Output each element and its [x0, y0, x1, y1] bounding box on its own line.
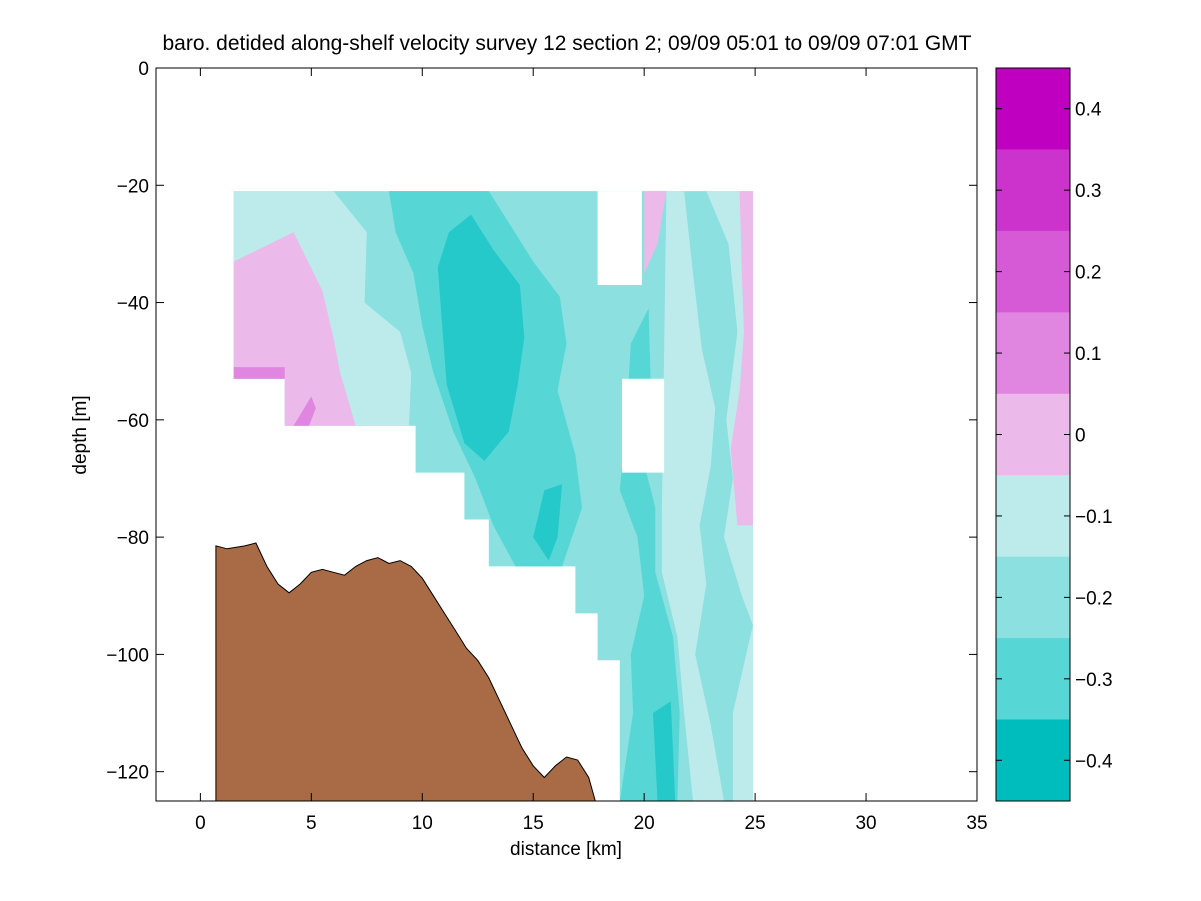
x-tick-label: 30	[855, 813, 876, 834]
x-tick-label: 5	[306, 813, 317, 834]
contour-region-east-pink	[730, 191, 753, 526]
y-tick-label: −120	[106, 763, 149, 784]
mask-gap-mid	[622, 378, 665, 473]
colorbar: 0.4 0.3 0.2 0.1 0 −0.1 −0.2 −0.3 −0.4	[995, 67, 1113, 802]
x-tick-label: 35	[966, 813, 987, 834]
y-axis-label: depth [m]	[70, 395, 91, 474]
y-tick-label: −60	[117, 411, 149, 432]
contour-region-east-core-deep	[653, 701, 676, 801]
mask-gap-top	[597, 191, 642, 285]
y-axis-ticks: 0 −20 −40 −60 −80 −100 −120	[106, 59, 977, 784]
x-tick-label: 15	[523, 813, 544, 834]
y-tick-label: 0	[138, 59, 149, 80]
chart-title: baro. detided along-shelf velocity surve…	[162, 32, 971, 55]
colorbar-swatch	[996, 68, 1070, 150]
seafloor-bathymetry	[215, 542, 596, 801]
contour-regions	[233, 191, 753, 801]
colorbar-tick-label: −0.2	[1075, 588, 1113, 609]
contour-region-west-deep	[437, 214, 525, 461]
contour-region-east-pale	[661, 191, 724, 801]
colorbar-swatch-bottom	[996, 719, 1070, 801]
x-tick-label: 0	[195, 813, 206, 834]
colorbar-tick-label: 0.2	[1075, 263, 1101, 284]
colorbar-swatch	[996, 638, 1070, 721]
colorbar-swatch	[996, 149, 1070, 232]
y-tick-label: −80	[117, 528, 149, 549]
colorbar-tick-label: −0.3	[1075, 670, 1113, 691]
contour-region-west-deep-small	[533, 484, 563, 561]
colorbar-swatch	[996, 475, 1070, 558]
x-tick-label: 20	[634, 813, 655, 834]
colorbar-tick-label: 0.4	[1075, 100, 1102, 121]
y-tick-label: −20	[117, 176, 149, 197]
colorbar-swatch	[996, 393, 1070, 476]
x-axis-ticks: 0 5 10 15 20 25 30 35	[195, 68, 988, 834]
contour-region-east-pink-top	[644, 191, 667, 274]
colorbar-tick-label: −0.4	[1075, 751, 1113, 772]
colorbar-swatch	[996, 312, 1070, 395]
contour-region-west-magenta	[233, 367, 285, 379]
y-tick-label: −100	[106, 645, 149, 666]
data-gaps	[597, 191, 665, 473]
colorbar-tick-label: 0.1	[1075, 344, 1101, 365]
x-tick-label: 10	[412, 813, 433, 834]
contour-region-east-edge-pale	[706, 191, 753, 801]
colorbar-swatch	[996, 556, 1070, 639]
x-axis-label: distance [km]	[510, 839, 622, 860]
x-tick-label: 25	[745, 813, 766, 834]
contour-region-west-magenta2	[293, 396, 316, 426]
colorbar-tick-label: 0.3	[1075, 181, 1101, 202]
colorbar-tick-label: −0.1	[1075, 507, 1113, 528]
colorbar-tick-label: 0	[1075, 426, 1086, 447]
plot-frame	[155, 67, 978, 802]
colorbar-swatch	[996, 230, 1070, 313]
y-tick-label: −40	[117, 294, 149, 315]
